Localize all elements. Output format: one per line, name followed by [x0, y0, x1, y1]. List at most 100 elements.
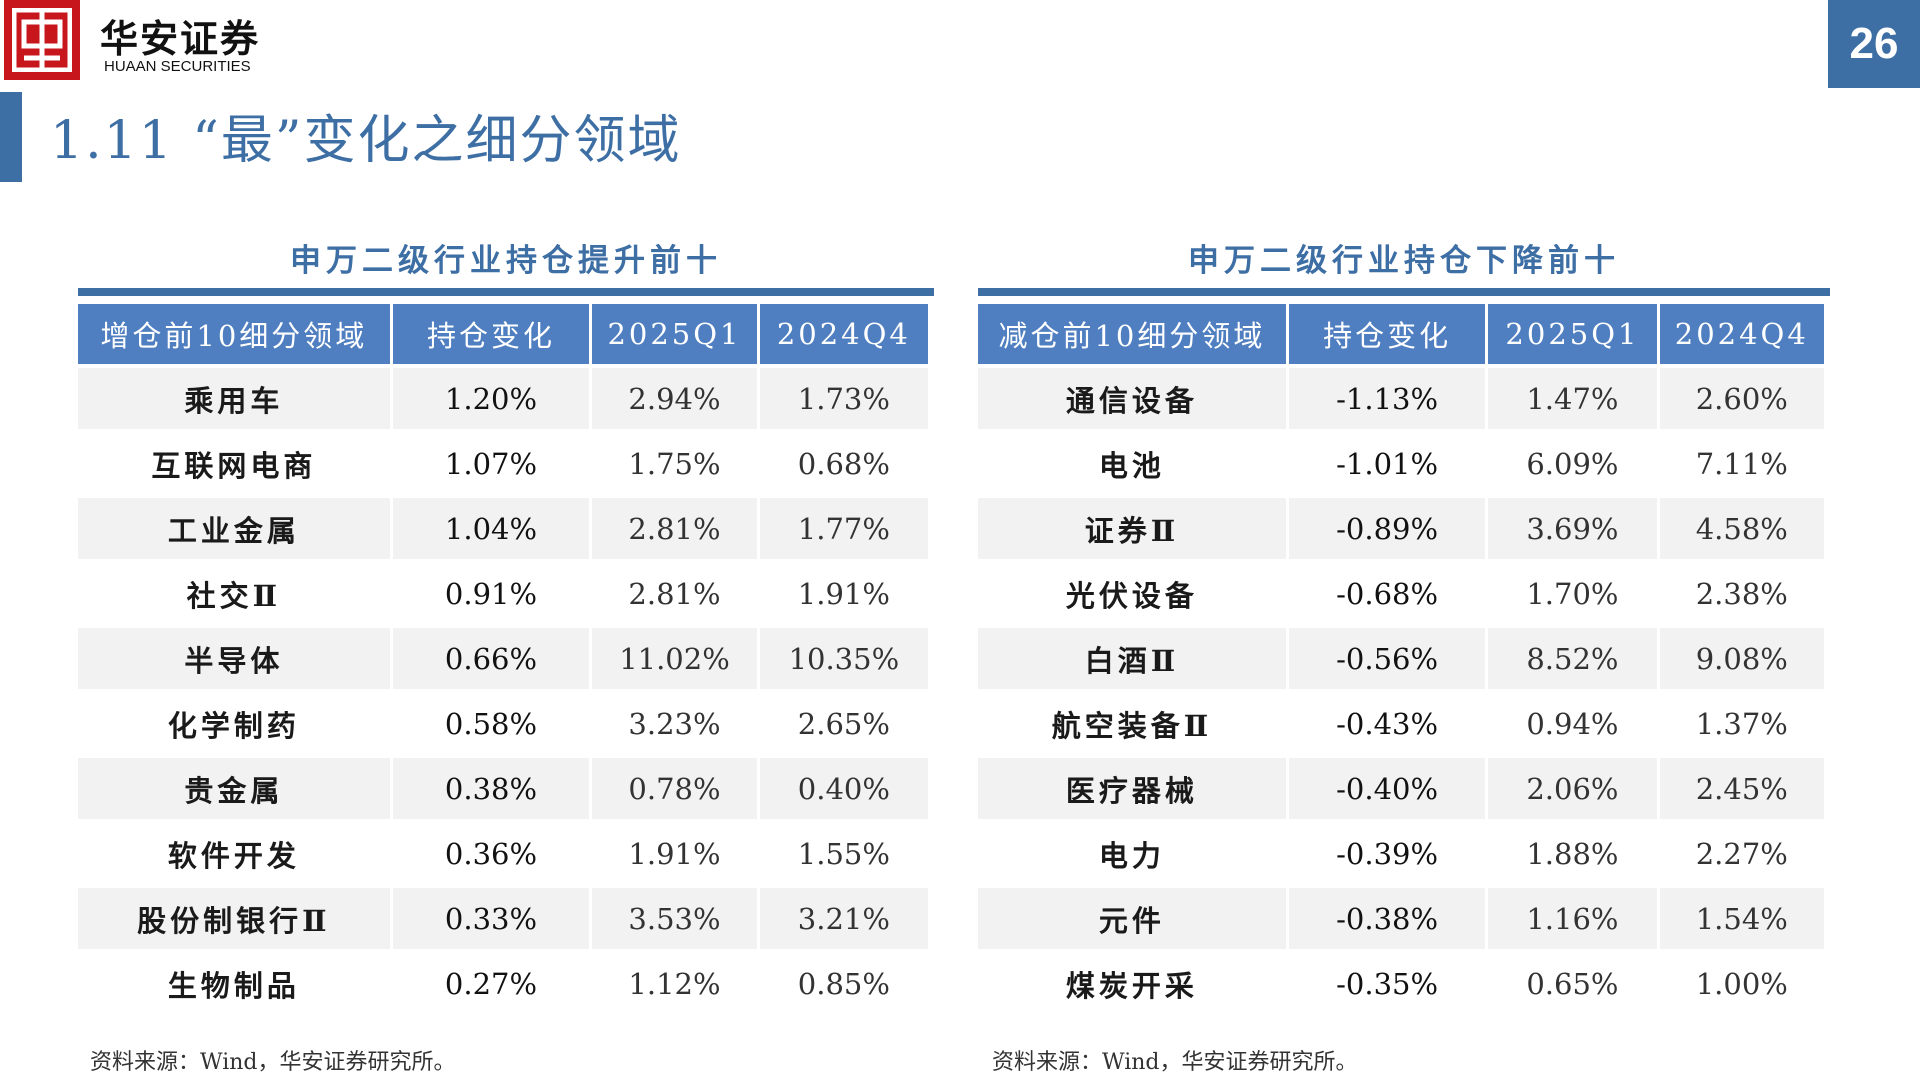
q4-2024-cell: 1.73% [759, 368, 928, 429]
q4-2024-cell: 1.37% [1695, 706, 1788, 741]
decrease-table: 减仓前10细分领域 持仓变化 2025Q1 2024Q4 通信设备 -1.13% 1… [975, 300, 1827, 1018]
brand-name-en: HUAAN SECURITIES [104, 58, 251, 75]
industry-name-cell: 白酒Ⅱ [978, 628, 1286, 689]
holding-change-cell: 0.58% [444, 706, 538, 741]
q1-2025-cell: 0.94% [1526, 706, 1619, 741]
holding-change-cell: -0.43% [1336, 706, 1439, 741]
q4-2024-cell: 0.40% [759, 758, 928, 819]
q1-2025-cell: 2.94% [592, 368, 757, 429]
q1-2025-cell: 8.52% [1488, 628, 1657, 689]
title-accent-bar [0, 92, 22, 182]
table-row: 生物制品 0.27% 1.12% 0.85% [78, 953, 928, 1014]
table-row: 元件 -0.38% 1.16% 1.54% [978, 888, 1824, 949]
holding-change-cell: 1.07% [444, 446, 538, 481]
logo-emblem-icon [12, 8, 72, 72]
brand-name-cn: 华安证券 [100, 16, 261, 61]
table-header-row: 减仓前10细分领域 持仓变化 2025Q1 2024Q4 [978, 304, 1824, 364]
q4-2024-cell: 1.77% [759, 498, 928, 559]
holding-change-cell: 0.36% [444, 836, 538, 871]
decrease-table-title: 申万二级行业持仓下降前十 [1188, 243, 1620, 279]
industry-name-cell: 医疗器械 [978, 758, 1286, 819]
holding-change-cell: 1.04% [392, 498, 590, 559]
q4-2024-cell: 1.54% [1659, 888, 1824, 949]
q4-2024-cell: 2.65% [797, 706, 890, 741]
q4-2024-cell: 1.55% [797, 836, 890, 871]
industry-name-cell: 互联网电商 [151, 448, 317, 483]
table-row: 证券Ⅱ -0.89% 3.69% 4.58% [978, 498, 1824, 559]
table-row: 股份制银行Ⅱ 0.33% 3.53% 3.21% [78, 888, 928, 949]
q4-2024-cell: 2.27% [1695, 836, 1788, 871]
table-row: 贵金属 0.38% 0.78% 0.40% [78, 758, 928, 819]
q4-2024-cell: 0.85% [797, 966, 890, 1001]
industry-name-cell: 社交Ⅱ [186, 578, 282, 613]
q1-2025-cell: 1.91% [628, 836, 721, 871]
q4-2024-cell: 2.45% [1659, 758, 1824, 819]
q4-2024-cell: 1.00% [1695, 966, 1788, 1001]
q1-2025-cell: 1.47% [1488, 368, 1657, 429]
q1-2025-cell: 2.81% [628, 576, 721, 611]
industry-name-cell: 乘用车 [78, 368, 390, 429]
table-row: 乘用车 1.20% 2.94% 1.73% [78, 368, 928, 429]
q4-2024-cell: 0.68% [797, 446, 890, 481]
industry-name-cell: 电力 [1098, 838, 1165, 873]
industry-name-cell: 光伏设备 [1065, 578, 1198, 613]
industry-name-cell: 贵金属 [78, 758, 390, 819]
page-number: 26 [1828, 0, 1920, 88]
panel-divider [978, 288, 1830, 296]
table-row: 社交Ⅱ 0.91% 2.81% 1.91% [78, 563, 928, 624]
table-row: 煤炭开采 -0.35% 0.65% 1.00% [978, 953, 1824, 1014]
increase-panel: 申万二级行业持仓提升前十 增仓前10细分领域 持仓变化 2025Q1 2024Q… [78, 236, 934, 1018]
q4-2024-cell: 2.60% [1659, 368, 1824, 429]
table-row: 工业金属 1.04% 2.81% 1.77% [78, 498, 928, 559]
increase-table: 增仓前10细分领域 持仓变化 2025Q1 2024Q4 乘用车 1.20% 2.9… [75, 300, 931, 1018]
table-row: 互联网电商 1.07% 1.75% 0.68% [78, 433, 928, 494]
q4-2024-cell: 3.21% [759, 888, 928, 949]
industry-name-cell: 电池 [1098, 448, 1165, 483]
q4-2024-cell: 10.35% [759, 628, 928, 689]
table-row: 电力 -0.39% 1.88% 2.27% [978, 823, 1824, 884]
holding-change-cell: -0.35% [1336, 966, 1439, 1001]
column-header: 2025Q1 [1488, 304, 1657, 364]
industry-name-cell: 生物制品 [167, 968, 300, 1003]
holding-change-cell: 0.91% [444, 576, 538, 611]
industry-name-cell: 化学制药 [167, 708, 300, 743]
industry-name-cell: 证券Ⅱ [978, 498, 1286, 559]
holding-change-cell: -0.40% [1288, 758, 1486, 819]
table-row: 通信设备 -1.13% 1.47% 2.60% [978, 368, 1824, 429]
holding-change-cell: -1.13% [1288, 368, 1486, 429]
page-title: 1.11 “最”变化之细分领域 [50, 111, 682, 171]
holding-change-cell: 0.66% [392, 628, 590, 689]
q1-2025-cell: 1.70% [1526, 576, 1619, 611]
table-header-row: 增仓前10细分领域 持仓变化 2025Q1 2024Q4 [78, 304, 928, 364]
panel-divider [78, 288, 934, 296]
industry-name-cell: 半导体 [78, 628, 390, 689]
q1-2025-cell: 1.88% [1526, 836, 1619, 871]
q1-2025-cell: 3.53% [592, 888, 757, 949]
industry-name-cell: 工业金属 [78, 498, 390, 559]
industry-name-cell: 软件开发 [167, 838, 300, 873]
q1-2025-cell: 1.75% [628, 446, 721, 481]
q1-2025-cell: 0.78% [592, 758, 757, 819]
industry-name-cell: 航空装备Ⅱ [1051, 708, 1213, 743]
q1-2025-cell: 1.12% [628, 966, 721, 1001]
q1-2025-cell: 2.81% [592, 498, 757, 559]
decrease-panel: 申万二级行业持仓下降前十 减仓前10细分领域 持仓变化 2025Q1 2024Q… [978, 236, 1830, 1018]
holding-change-cell: -0.56% [1288, 628, 1486, 689]
q1-2025-cell: 11.02% [592, 628, 757, 689]
table-row: 光伏设备 -0.68% 1.70% 2.38% [978, 563, 1824, 624]
table-row: 半导体 0.66% 11.02% 10.35% [78, 628, 928, 689]
column-header: 2024Q4 [1659, 304, 1824, 364]
source-note: 资料来源：Wind，华安证券研究所。 [992, 1050, 1358, 1075]
increase-table-title: 申万二级行业持仓提升前十 [290, 243, 722, 279]
company-logo [4, 0, 80, 80]
column-header: 增仓前10细分领域 [78, 304, 390, 364]
industry-name-cell: 通信设备 [978, 368, 1286, 429]
table-row: 白酒Ⅱ -0.56% 8.52% 9.08% [978, 628, 1824, 689]
q1-2025-cell: 6.09% [1526, 446, 1619, 481]
q4-2024-cell: 7.11% [1695, 446, 1788, 481]
q1-2025-cell: 1.16% [1488, 888, 1657, 949]
column-header: 2024Q4 [759, 304, 928, 364]
holding-change-cell: 0.33% [392, 888, 590, 949]
q4-2024-cell: 9.08% [1659, 628, 1824, 689]
holding-change-cell: 0.38% [392, 758, 590, 819]
